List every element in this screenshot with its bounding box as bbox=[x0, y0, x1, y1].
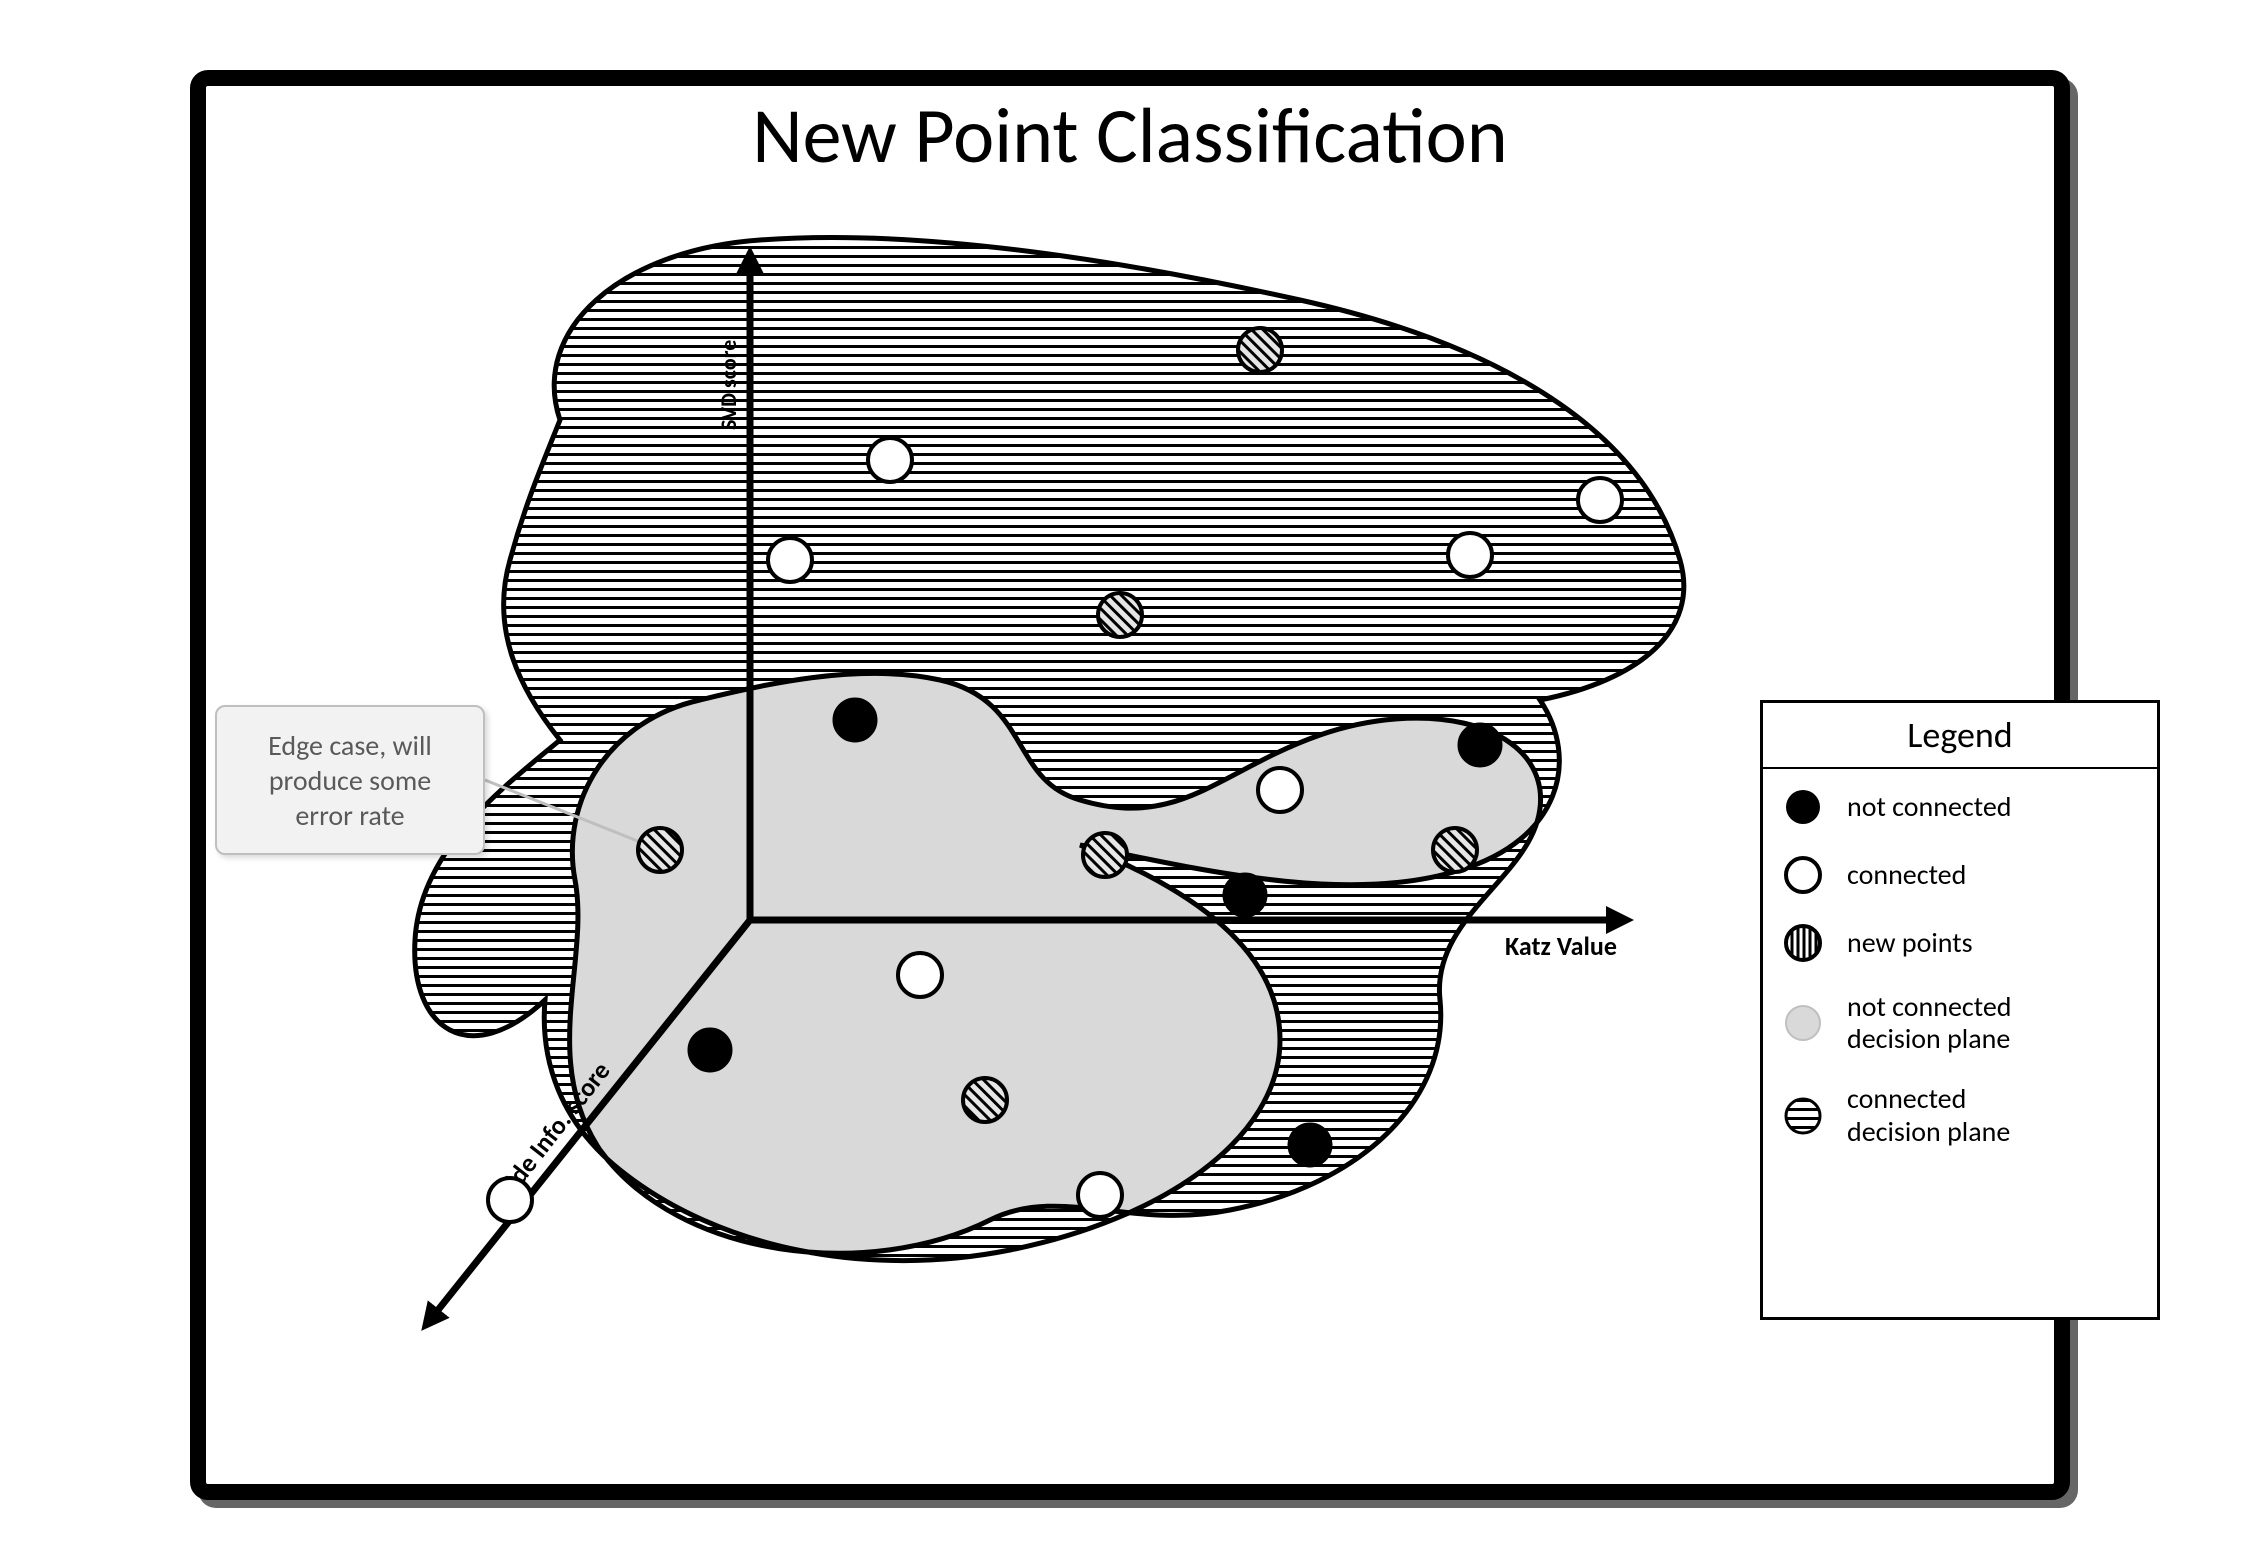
data-point-new bbox=[1433, 828, 1477, 872]
data-point-not_connected bbox=[1223, 873, 1267, 917]
legend-item-connected_plane: connected decision plane bbox=[1783, 1083, 2137, 1147]
legend-item-new_points: new points bbox=[1783, 923, 2137, 963]
data-point-new bbox=[638, 828, 682, 872]
data-point-connected bbox=[1258, 768, 1302, 812]
data-point-new bbox=[1098, 593, 1142, 637]
legend-label-connected: connected bbox=[1847, 859, 1966, 891]
data-point-connected bbox=[488, 1178, 532, 1222]
data-point-connected bbox=[768, 538, 812, 582]
edge-case-callout: Edge case, will produce some error rate bbox=[215, 705, 485, 855]
legend-label-not_connected: not connected bbox=[1847, 791, 2011, 823]
y-axis-label: SVD score bbox=[715, 340, 742, 430]
data-point-not_connected bbox=[688, 1028, 732, 1072]
legend-swatch-not_connected_plane bbox=[1783, 1003, 1823, 1043]
legend-label-new_points: new points bbox=[1847, 927, 1973, 959]
data-point-new bbox=[1083, 833, 1127, 877]
legend-item-not_connected: not connected bbox=[1783, 787, 2137, 827]
data-point-connected bbox=[898, 953, 942, 997]
legend-swatch-connected_plane bbox=[1783, 1096, 1823, 1136]
callout-text: Edge case, will produce some error rate bbox=[268, 728, 432, 833]
legend-items: not connected connected new points not conn… bbox=[1763, 769, 2157, 1166]
data-point-connected bbox=[868, 438, 912, 482]
legend-swatch-connected bbox=[1783, 855, 1823, 895]
legend-title: Legend bbox=[1763, 703, 2157, 769]
data-point-not_connected bbox=[833, 698, 877, 742]
legend-item-connected: connected bbox=[1783, 855, 2137, 895]
data-point-not_connected bbox=[1458, 723, 1502, 767]
data-point-connected bbox=[1078, 1173, 1122, 1217]
data-point-not_connected bbox=[1288, 1123, 1332, 1167]
legend-item-not_connected_plane: not connected decision plane bbox=[1783, 991, 2137, 1055]
legend-swatch-new_points bbox=[1783, 923, 1823, 963]
data-point-connected bbox=[1578, 478, 1622, 522]
legend-label-not_connected_plane: not connected decision plane bbox=[1847, 991, 2011, 1055]
data-point-connected bbox=[1448, 533, 1492, 577]
data-point-new bbox=[1238, 328, 1282, 372]
legend-swatch-not_connected bbox=[1783, 787, 1823, 827]
x-axis-label: Katz Value bbox=[1505, 930, 1617, 962]
legend-label-connected_plane: connected decision plane bbox=[1847, 1083, 2010, 1147]
legend-box: Legend not connectedconnectednew pointsn… bbox=[1760, 700, 2160, 1320]
figure-frame: New Point Classification bbox=[0, 0, 2260, 1561]
data-point-new bbox=[963, 1078, 1007, 1122]
